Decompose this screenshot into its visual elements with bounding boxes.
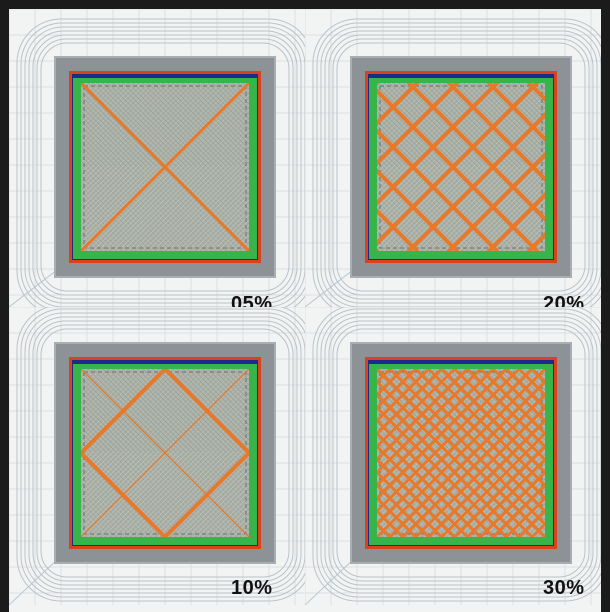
infill-line xyxy=(388,379,545,537)
infill-line xyxy=(414,405,545,537)
infill-line xyxy=(377,83,459,166)
fill-texture xyxy=(81,369,249,537)
infill-line xyxy=(491,483,545,537)
infill-line xyxy=(440,431,545,537)
infill-line xyxy=(377,369,495,488)
infill-line xyxy=(377,483,431,537)
infill-line xyxy=(377,83,499,206)
infill-line xyxy=(377,83,419,126)
skirt xyxy=(312,18,601,307)
print-preview xyxy=(9,9,305,307)
infill-line xyxy=(377,369,534,527)
infill-line xyxy=(377,369,545,537)
print-preview xyxy=(9,307,305,605)
infill-line xyxy=(504,496,545,537)
skirt xyxy=(16,18,305,307)
infill-line xyxy=(377,83,539,246)
infill-line xyxy=(377,369,508,501)
infill-line xyxy=(377,470,444,537)
infill-line xyxy=(478,369,545,436)
infill-line xyxy=(491,369,545,423)
print-preview xyxy=(305,307,601,605)
infill-line xyxy=(487,83,545,142)
infill-panel-30: 30% xyxy=(305,307,601,605)
infill-line xyxy=(571,369,601,537)
infill-percentage-label: 30% xyxy=(543,577,585,599)
infill-line xyxy=(504,369,545,410)
infill-line xyxy=(487,192,545,251)
infill-line xyxy=(81,369,249,537)
infill-line xyxy=(401,392,545,537)
infill-lines xyxy=(81,83,249,251)
infill-line xyxy=(465,369,545,449)
infill-line xyxy=(571,369,601,537)
infill-lines xyxy=(81,369,249,537)
infill-line xyxy=(377,208,419,251)
infill-line xyxy=(478,470,545,537)
infill-line xyxy=(377,369,457,449)
infill-percentage-label: 05% xyxy=(231,293,273,307)
infill-line xyxy=(465,457,545,537)
infill-line xyxy=(584,369,601,537)
print-preview xyxy=(305,9,601,307)
skirt xyxy=(312,307,601,602)
infill-line xyxy=(377,168,459,251)
infill-line xyxy=(377,496,418,537)
infill-line xyxy=(377,369,469,462)
skirt xyxy=(16,307,305,602)
infill-lines xyxy=(377,369,601,537)
infill-panel-05: 05% xyxy=(9,9,305,307)
infill-lines xyxy=(377,83,545,251)
infill-line xyxy=(377,369,431,423)
infill-line xyxy=(81,83,249,251)
inner-outline xyxy=(83,371,247,535)
infill-percentage-label: 20% xyxy=(543,293,585,307)
infill-line xyxy=(407,112,545,251)
infill-line xyxy=(427,418,545,537)
infill-line xyxy=(377,369,521,514)
infill-percentage-label: 10% xyxy=(231,577,273,599)
infill-line xyxy=(377,369,444,436)
infill-panel-20: 20% xyxy=(305,9,601,307)
infill-line xyxy=(447,152,545,251)
inner-outline xyxy=(379,371,543,535)
infill-line xyxy=(377,369,482,475)
infill-line xyxy=(377,457,457,537)
infill-line xyxy=(453,444,545,537)
infill-panel-10: 10% xyxy=(9,307,305,605)
infill-line xyxy=(584,369,601,537)
inner-outline xyxy=(379,85,543,249)
inner-outline xyxy=(83,85,247,249)
infill-line xyxy=(377,369,418,410)
